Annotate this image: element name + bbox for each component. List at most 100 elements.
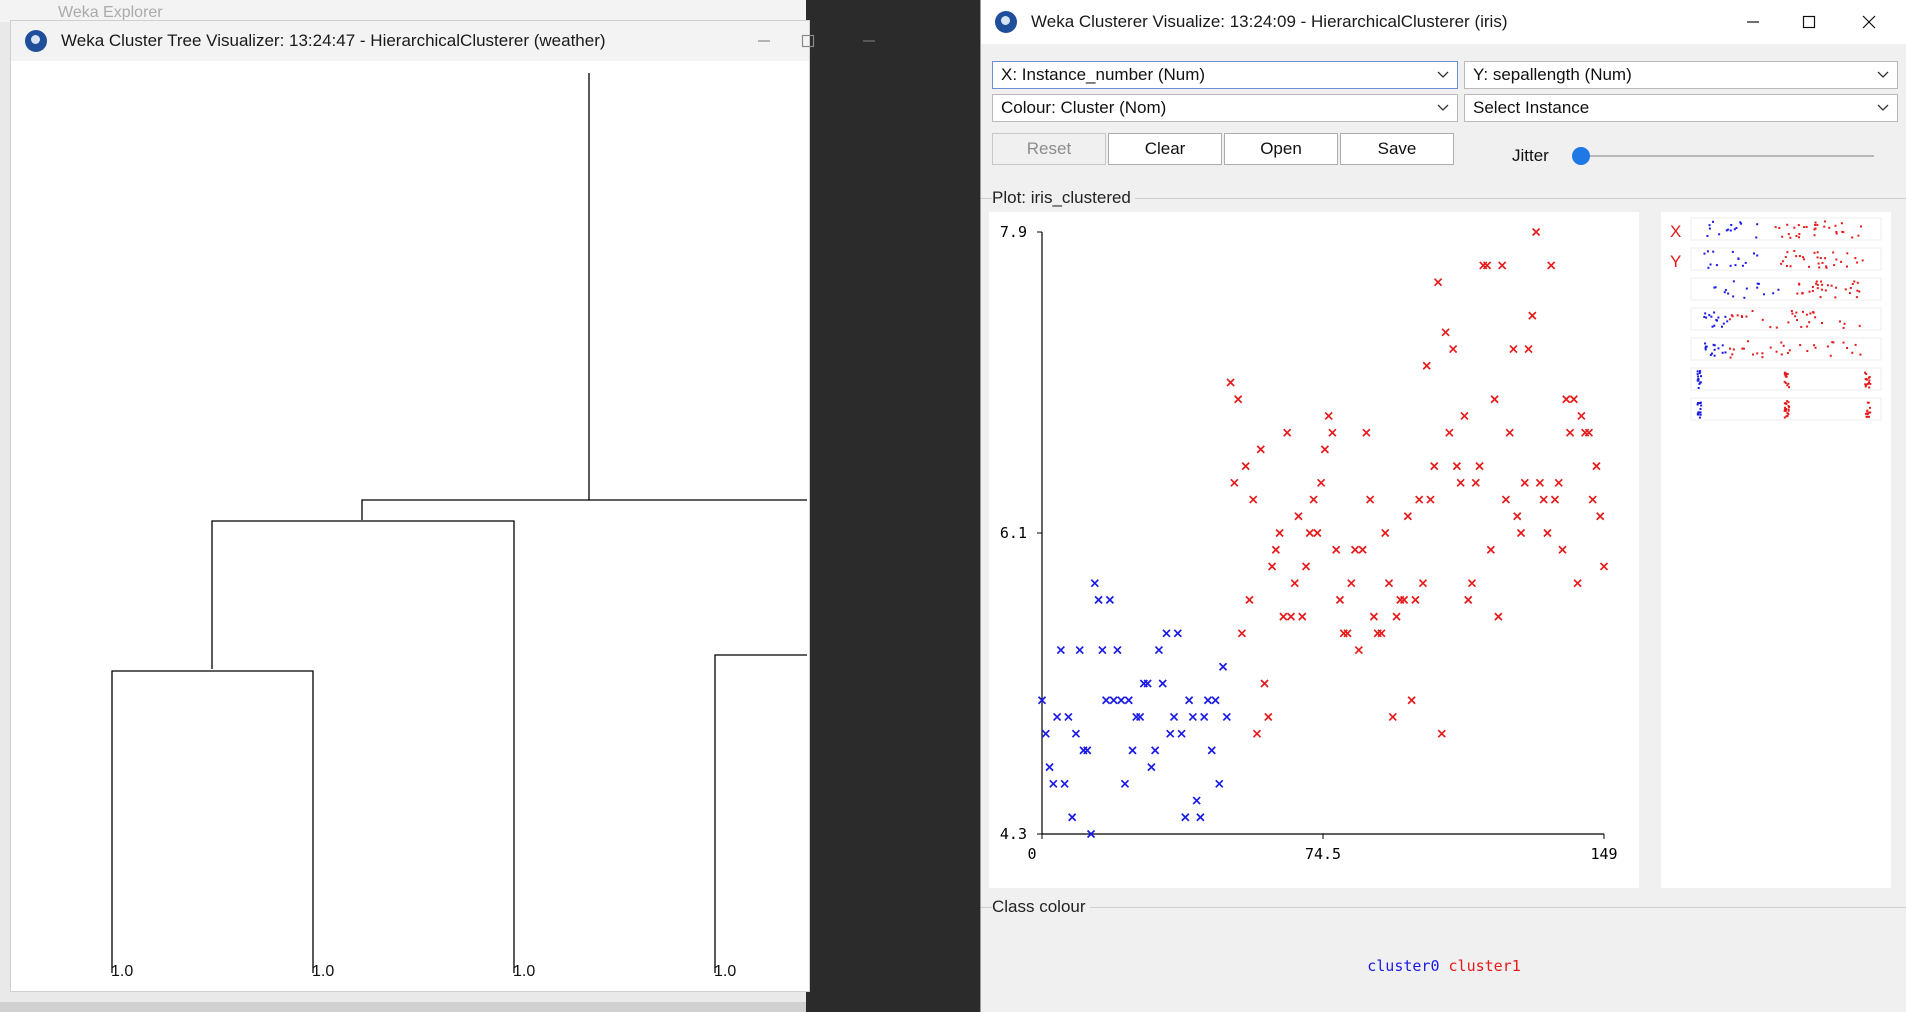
legend-cluster1[interactable]: cluster1	[1449, 957, 1521, 975]
chevron-down-icon	[1877, 69, 1889, 81]
attribute-dot	[1788, 386, 1790, 388]
attribute-dot	[1859, 354, 1861, 356]
x-axis-select[interactable]: X: Instance_number (Num)	[992, 61, 1458, 89]
attribute-dot	[1806, 226, 1808, 228]
open-button[interactable]: Open	[1224, 133, 1338, 165]
attribute-dot	[1841, 222, 1843, 224]
attribute-dot	[1726, 320, 1728, 322]
attribute-dot	[1784, 372, 1786, 374]
attribute-dot	[1717, 317, 1719, 319]
attribute-dot	[1776, 327, 1778, 329]
minimize-button[interactable]	[841, 21, 897, 61]
attribute-dot	[1821, 322, 1823, 324]
attribute-dot	[1756, 287, 1758, 289]
attribute-dot	[1800, 326, 1802, 328]
viz-close-button[interactable]	[1841, 2, 1897, 42]
attribute-dot	[1784, 417, 1786, 419]
attribute-bars[interactable]	[1661, 212, 1891, 432]
attribute-dot	[1712, 326, 1714, 328]
reset-button[interactable]: Reset	[992, 133, 1106, 165]
attribute-dot	[1785, 410, 1787, 412]
attribute-dot	[1785, 408, 1787, 410]
attribute-dot	[1795, 255, 1797, 257]
y-tick-label: 7.9	[1000, 223, 1027, 241]
attribute-dot	[1704, 312, 1706, 314]
x-tick-label: 149	[1590, 845, 1617, 863]
jitter-label: Jitter	[1512, 146, 1549, 166]
attribute-dot	[1755, 236, 1757, 238]
attribute-dot	[1786, 251, 1788, 253]
attribute-dot	[1865, 385, 1867, 387]
attribute-dot	[1789, 349, 1791, 351]
attribute-dot	[1734, 228, 1736, 230]
attribute-dot	[1707, 267, 1709, 269]
clear-button[interactable]: Clear	[1108, 133, 1222, 165]
attribute-dot	[1845, 288, 1847, 290]
attribute-dot	[1781, 353, 1783, 355]
jitter-slider-thumb[interactable]	[1572, 147, 1590, 165]
attribute-dot	[1787, 373, 1789, 375]
x-tick-label: 0	[1027, 845, 1036, 863]
attribute-dot	[1731, 353, 1733, 355]
attribute-dot	[1798, 236, 1800, 238]
dendrogram-left-join	[212, 521, 514, 973]
attribute-dot	[1714, 355, 1716, 357]
viz-maximize-button[interactable]	[1781, 2, 1837, 42]
class-colour-group-border	[981, 907, 1906, 908]
colour-select-value: Colour: Cluster (Nom)	[1001, 98, 1166, 118]
attribute-dot	[1772, 292, 1774, 294]
attribute-dot	[1733, 280, 1735, 282]
save-button[interactable]: Save	[1340, 133, 1454, 165]
tree-visualizer-window: Weka Cluster Tree Visualizer: 13:24:47 -…	[10, 20, 810, 992]
attribute-dot	[1732, 295, 1734, 297]
leaf-label-4: 1.0	[714, 963, 736, 981]
attribute-dot	[1799, 255, 1801, 257]
legend-cluster0[interactable]: cluster0	[1367, 957, 1439, 975]
attribute-dot	[1840, 261, 1842, 263]
attribute-dot	[1850, 287, 1852, 289]
attribute-dot	[1821, 262, 1823, 264]
plot-background	[989, 212, 1639, 888]
attribute-dot	[1703, 316, 1705, 318]
attribute-dot	[1705, 317, 1707, 319]
attribute-dot	[1794, 315, 1796, 317]
attribute-dot	[1727, 293, 1729, 295]
attribute-panel[interactable]: X Y	[1661, 212, 1891, 888]
attribute-dot	[1835, 258, 1837, 260]
scatter-plot[interactable]: 7.96.14.30 74.5 149	[989, 212, 1639, 888]
attribute-dot	[1856, 290, 1858, 292]
attribute-dot	[1756, 223, 1758, 225]
attribute-dot	[1737, 314, 1739, 316]
attribute-dot	[1724, 351, 1726, 353]
cluster-visualize-window: Weka Clusterer Visualize: 13:24:09 - Hie…	[980, 0, 1906, 1012]
attribute-dot	[1828, 227, 1830, 229]
attribute-dot	[1857, 235, 1859, 237]
attribute-dot	[1799, 344, 1801, 346]
attribute-dot	[1835, 287, 1837, 289]
instance-select[interactable]: Select Instance	[1464, 94, 1898, 122]
attribute-dot	[1836, 233, 1838, 235]
attribute-dot	[1704, 342, 1706, 344]
attribute-dot	[1814, 316, 1816, 318]
chevron-down-icon	[1437, 102, 1449, 114]
attribute-dot	[1697, 380, 1699, 382]
maximize-icon	[1802, 15, 1816, 29]
attribute-dot	[1854, 257, 1856, 259]
explorer-titlebar[interactable]: Weka Explorer	[0, 0, 806, 22]
viz-minimize-button[interactable]	[1725, 2, 1781, 42]
attribute-dot	[1795, 312, 1797, 314]
attribute-dot	[1780, 342, 1782, 344]
attribute-dot	[1798, 224, 1800, 226]
attribute-dot	[1733, 348, 1735, 350]
attribute-dot	[1806, 314, 1808, 316]
attribute-dot	[1698, 387, 1700, 389]
y-axis-select-value: Y: sepallength (Num)	[1473, 65, 1632, 85]
attribute-dot	[1817, 287, 1819, 289]
attribute-dot	[1815, 227, 1817, 229]
attribute-dot	[1827, 284, 1829, 286]
attribute-dot	[1712, 221, 1714, 223]
y-axis-select[interactable]: Y: sepallength (Num)	[1464, 61, 1898, 89]
jitter-slider[interactable]	[1572, 155, 1874, 157]
attribute-dot	[1816, 280, 1818, 282]
colour-select[interactable]: Colour: Cluster (Nom)	[992, 94, 1458, 122]
